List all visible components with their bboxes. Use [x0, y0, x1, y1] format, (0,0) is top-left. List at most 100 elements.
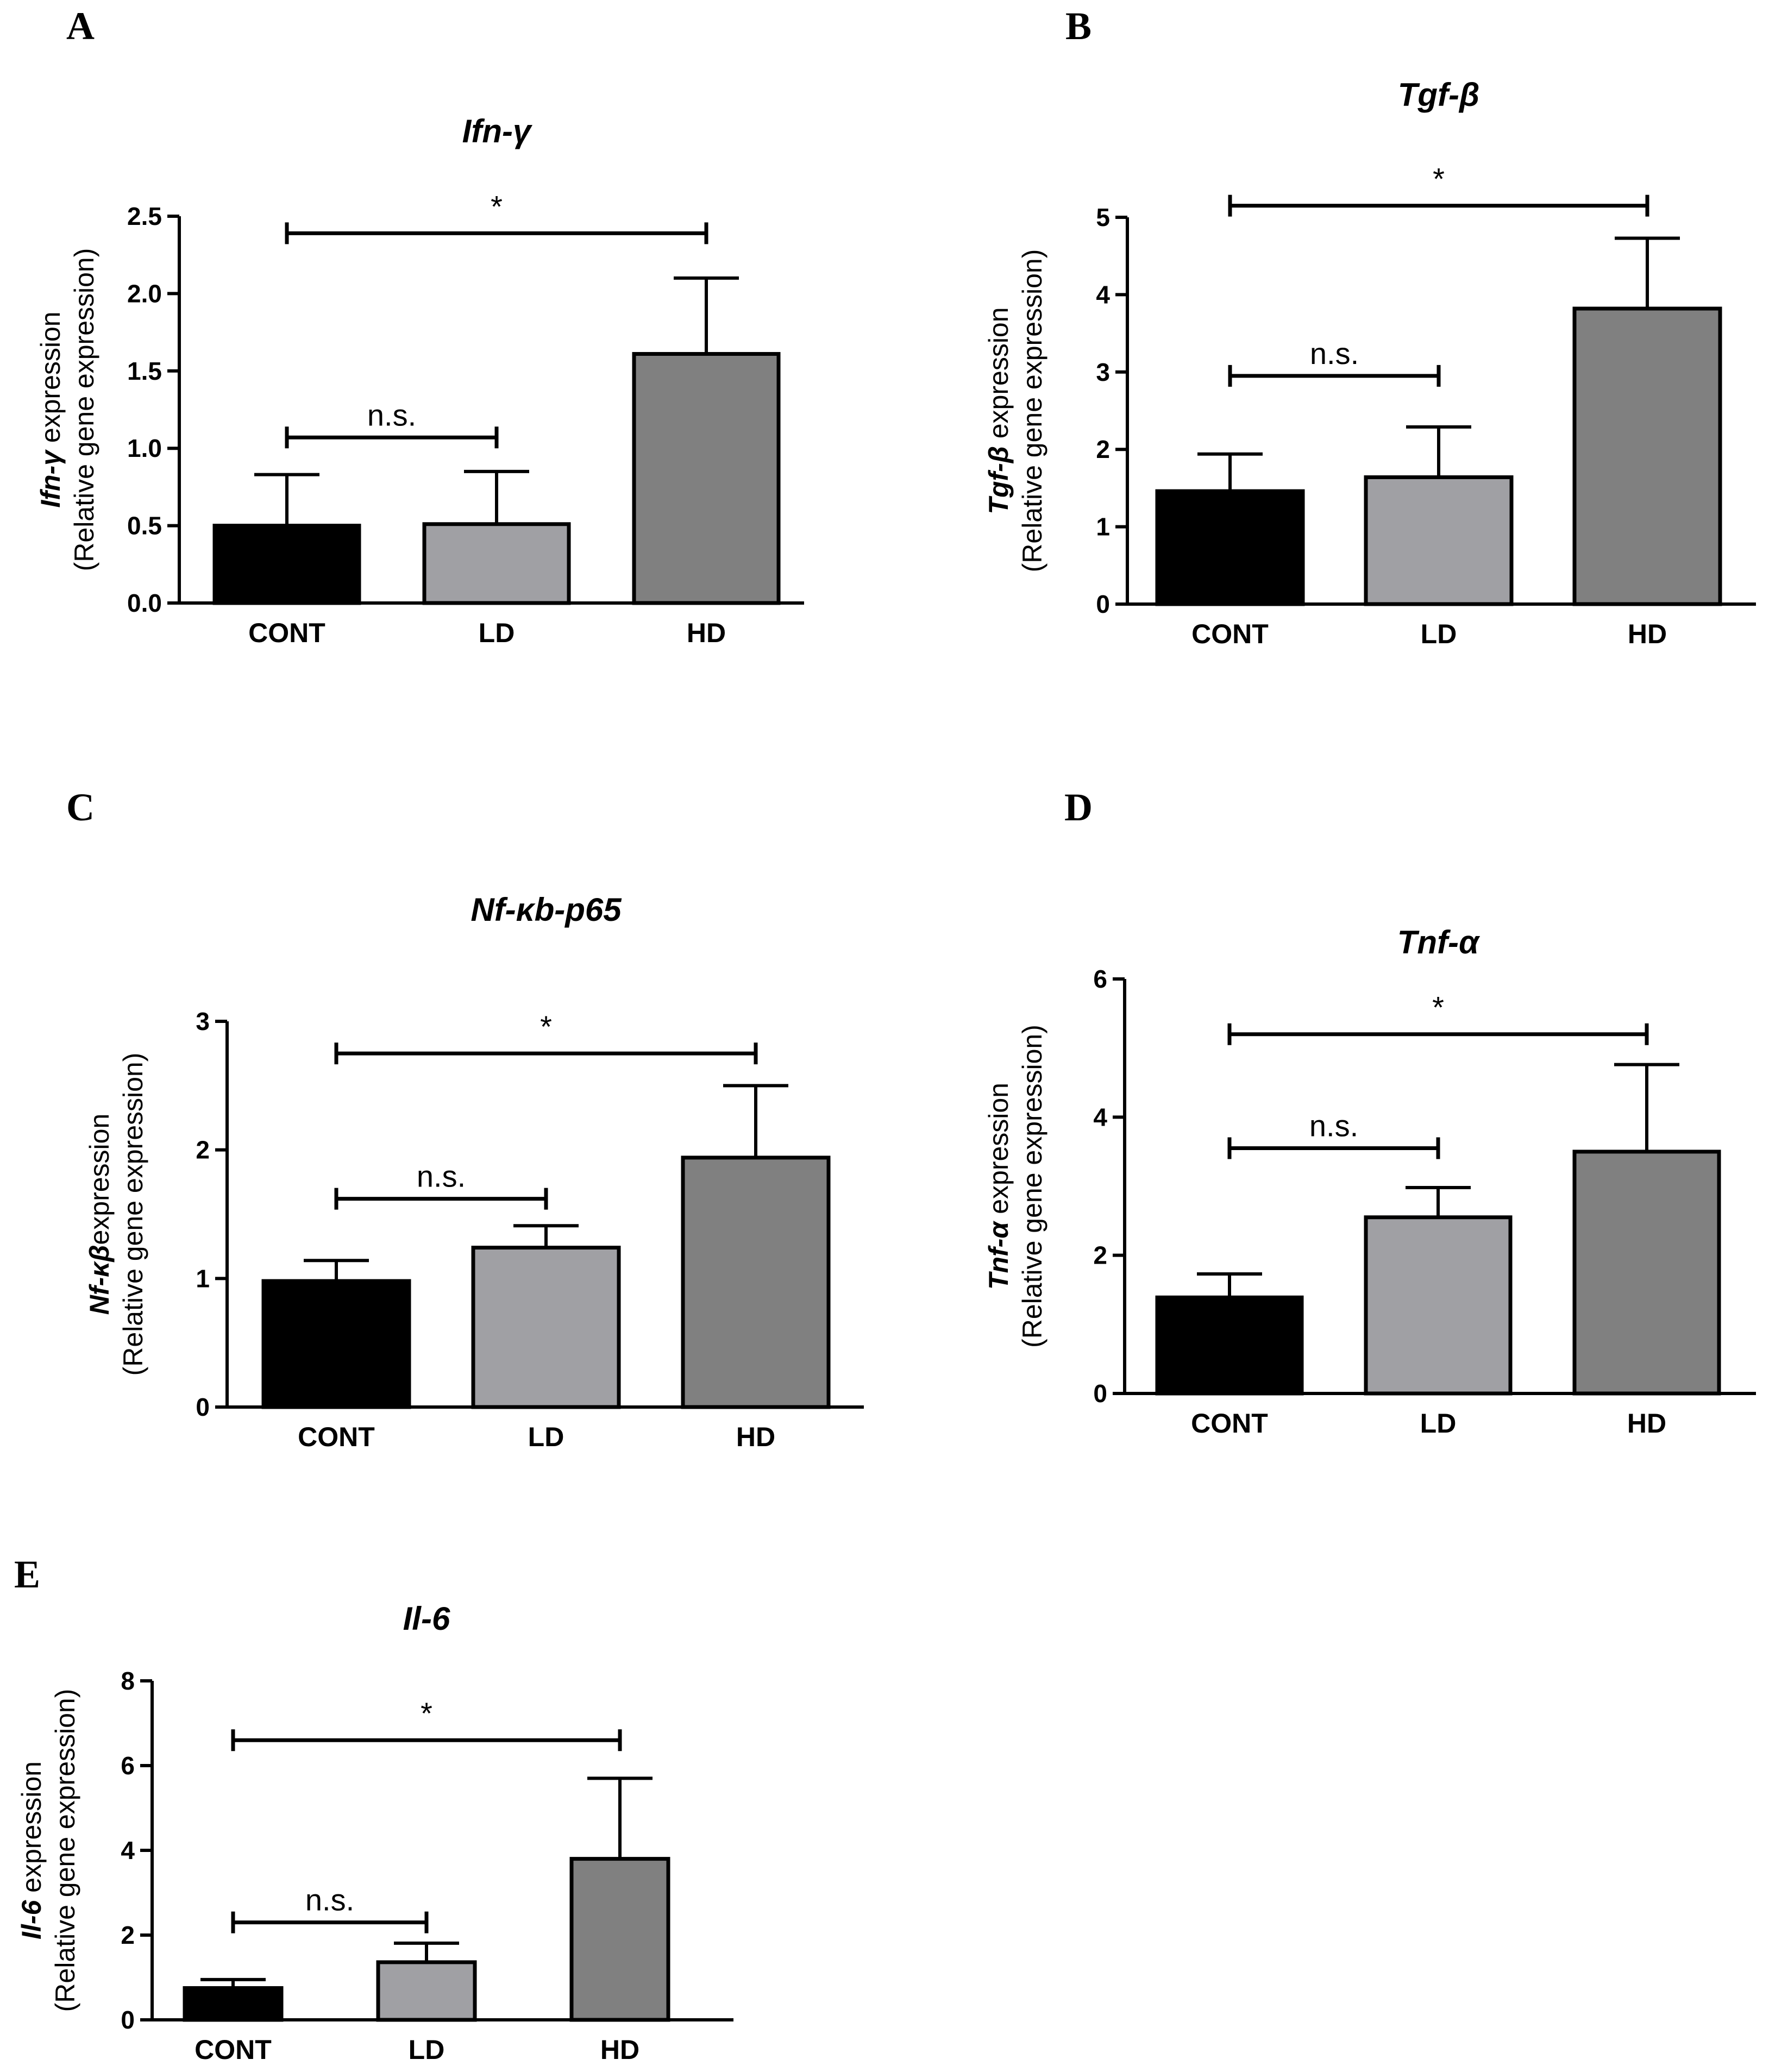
y-axis-label-suffix: expression — [84, 1114, 115, 1245]
y-tick-label: 1 — [196, 1264, 210, 1292]
y-tick-label: 0 — [1093, 1379, 1107, 1408]
y-axis-label-gene: Tgf-β — [983, 446, 1014, 514]
bar-cont — [1155, 1295, 1304, 1396]
y-axis-label-gene: Il-6 — [16, 1900, 47, 1939]
x-category-label: CONT — [195, 2035, 272, 2065]
y-axis-label-suffix: expression — [983, 1083, 1014, 1222]
y-axis-label-suffix: expression — [35, 311, 66, 450]
x-category-label: HD — [687, 618, 726, 648]
y-tick-label: 5 — [1096, 203, 1110, 231]
panel-letter: B — [1065, 4, 1091, 48]
y-axis-label-line1: Il-6 expression — [16, 1761, 47, 1939]
x-category-label: CONT — [298, 1422, 375, 1452]
y-tick-label: 4 — [1093, 1103, 1107, 1131]
ns-label: n.s. — [1309, 1109, 1358, 1143]
bar-cont — [1155, 489, 1305, 606]
bar-cont — [212, 524, 361, 605]
bar-ld — [376, 1960, 477, 2022]
y-tick-label: 0 — [1096, 590, 1110, 618]
y-tick-label: 0.5 — [127, 512, 162, 540]
y-axis-label-line1: Tgf-β expression — [983, 307, 1014, 514]
y-tick-label: 2 — [1093, 1241, 1107, 1270]
y-tick-label: 4 — [121, 1836, 135, 1864]
chart-title: Tnf-α — [1397, 924, 1481, 960]
bar-hd — [1572, 306, 1722, 606]
y-tick-label: 3 — [196, 1007, 210, 1035]
y-tick-label: 1.5 — [127, 357, 162, 385]
y-axis-label-line2: (Relative gene expression) — [1017, 1025, 1047, 1348]
significance-label: * — [540, 1009, 552, 1044]
bar-hd — [681, 1156, 831, 1409]
chart-title: Tgf-β — [1398, 77, 1480, 113]
y-tick-label: 2 — [121, 1921, 135, 1949]
bar-ld — [471, 1246, 621, 1409]
bar-ld — [1364, 1215, 1513, 1396]
panel-letter: E — [14, 1553, 40, 1596]
y-tick-label: 2 — [196, 1136, 210, 1164]
panel-letter: D — [1064, 786, 1093, 829]
bar-hd — [569, 1857, 670, 2022]
y-tick-label: 1 — [1096, 513, 1110, 541]
x-category-label: HD — [1628, 619, 1667, 649]
y-axis-label-gene: Nf-κβ — [84, 1245, 115, 1315]
bar-ld — [422, 522, 571, 605]
chart-panel-a: A Ifn-γ 0.0 0.5 1.0 1.5 2.0 2.5 CONT LD HD n.s. * Ifn… — [35, 4, 804, 648]
chart-panel-c: C Nf-κb-p65 0 1 2 3 CONT LD HD n.s. * Nf-κβexpressi… — [66, 786, 864, 1452]
y-tick-label: 2.0 — [127, 279, 162, 307]
bar-cont — [183, 1986, 284, 2022]
ns-label: n.s. — [367, 398, 416, 432]
y-tick-label: 4 — [1096, 280, 1110, 309]
significance-label: * — [491, 189, 503, 223]
panel-letter: C — [66, 786, 95, 829]
y-tick-label: 3 — [1096, 358, 1110, 386]
x-category-label: LD — [1420, 1408, 1457, 1439]
bar-ld — [1364, 475, 1514, 606]
x-category-label: CONT — [1191, 619, 1269, 649]
y-axis-label-line1: Nf-κβexpression — [84, 1114, 115, 1315]
y-tick-label: 8 — [121, 1667, 135, 1695]
y-tick-label: 6 — [121, 1751, 135, 1780]
x-category-label: HD — [600, 2035, 639, 2065]
significance-label: * — [1432, 990, 1444, 1025]
chart-panel-b: B Tgf-β 0 1 2 3 4 5 CONT LD HD n.s. * Tgf-β expressio… — [983, 4, 1756, 649]
x-category-label: CONT — [248, 618, 325, 648]
x-category-label: CONT — [1191, 1408, 1268, 1439]
panel-letter: A — [66, 4, 95, 48]
ns-label: n.s. — [305, 1883, 354, 1917]
y-tick-label: 2.5 — [127, 202, 162, 230]
x-category-label: HD — [736, 1422, 775, 1452]
y-axis-label-suffix: expression — [16, 1761, 47, 1900]
x-category-label: HD — [1627, 1408, 1666, 1439]
y-axis-label: Tnf-α expression (Relative gene expressio… — [983, 1025, 1047, 1348]
chart-title: Ifn-γ — [462, 113, 533, 149]
significance-label: * — [1433, 162, 1445, 196]
y-axis-label: Nf-κβexpression (Relative gene expression… — [84, 1053, 148, 1376]
y-tick-label: 6 — [1093, 965, 1107, 993]
y-tick-label: 0 — [196, 1393, 210, 1421]
chart-title: Nf-κb-p65 — [471, 891, 622, 928]
y-axis-label-suffix: expression — [983, 307, 1014, 446]
chart-panel-e: E Il-6 0 2 4 6 8 CONT LD HD n.s. * Il-6 expression (R… — [14, 1553, 733, 2065]
x-category-label: LD — [409, 2035, 445, 2065]
y-axis-label: Tgf-β expression (Relative gene expressio… — [983, 249, 1047, 573]
bar-hd — [1572, 1150, 1721, 1396]
y-axis-label-gene: Ifn-γ — [35, 449, 66, 508]
x-category-label: LD — [528, 1422, 564, 1452]
y-axis-label-line2: (Relative gene expression) — [50, 1689, 80, 2012]
y-axis-label-gene: Tnf-α — [983, 1221, 1014, 1290]
y-axis-label: Ifn-γ expression (Relative gene expressio… — [35, 248, 99, 572]
y-axis-label-line1: Ifn-γ expression — [35, 311, 66, 507]
x-category-label: LD — [479, 618, 515, 648]
y-axis-label-line2: (Relative gene expression) — [69, 248, 99, 572]
bar-cont — [261, 1279, 411, 1409]
chart-title: Il-6 — [403, 1600, 450, 1637]
ns-label: n.s. — [1310, 336, 1359, 371]
bar-hd — [632, 351, 781, 605]
x-category-label: LD — [1421, 619, 1457, 649]
y-tick-label: 0 — [121, 2006, 135, 2034]
significance-label: * — [421, 1696, 432, 1730]
y-axis-label-line2: (Relative gene expression) — [1017, 249, 1047, 573]
y-tick-label: 2 — [1096, 435, 1110, 463]
